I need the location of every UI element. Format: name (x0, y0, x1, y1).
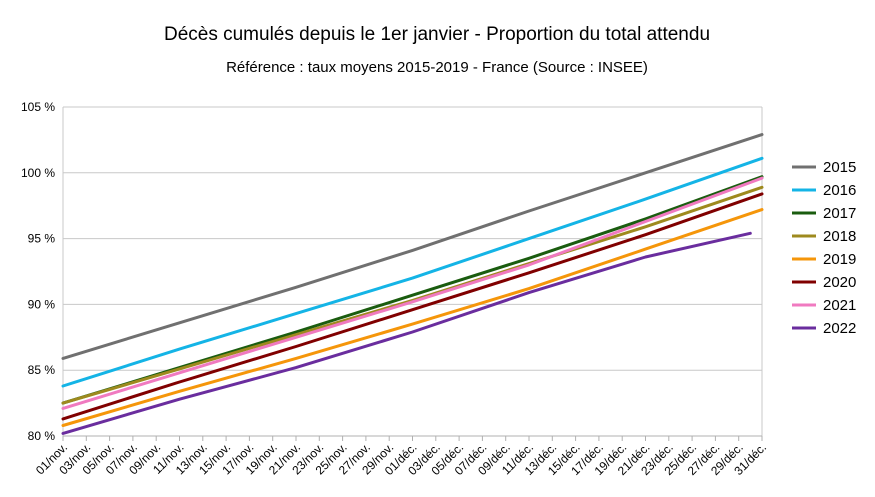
series-line-2021 (61, 176, 764, 410)
legend-label-2022: 2022 (823, 320, 856, 337)
legend-label-2016: 2016 (823, 182, 856, 199)
legend: 2015 2016 2017 2018 2019 2020 2021 2022 (792, 159, 856, 337)
y-tick-label: 95 % (28, 232, 56, 246)
legend-label-2021: 2021 (823, 297, 856, 314)
chart-title: Décès cumulés depuis le 1er janvier - Pr… (164, 24, 710, 45)
series-line-2016 (61, 156, 764, 388)
legend-label-2019: 2019 (823, 251, 856, 268)
y-axis: 80 % 85 % 90 % 95 % 100 % 105 % (21, 100, 55, 443)
y-tick-label: 80 % (28, 429, 56, 443)
plot-series (61, 133, 764, 435)
series-line-2019 (61, 208, 764, 427)
y-tick-label: 85 % (28, 363, 56, 377)
legend-label-2020: 2020 (823, 274, 856, 291)
series-line-2020 (61, 192, 764, 421)
chart-subtitle: Référence : taux moyens 2015-2019 - Fran… (226, 59, 648, 76)
legend-label-2018: 2018 (823, 228, 856, 245)
legend-label-2015: 2015 (823, 159, 856, 176)
y-tick-label: 90 % (28, 297, 56, 311)
series-line-2017 (61, 175, 764, 405)
y-tick-label: 100 % (21, 166, 55, 180)
y-tick-label: 105 % (21, 100, 55, 114)
series-line-2022 (61, 231, 752, 435)
legend-label-2017: 2017 (823, 205, 856, 222)
series-line-2015 (61, 133, 764, 360)
x-axis: 01/nov.03/nov.05/nov.07/nov.09/nov.11/no… (33, 436, 769, 478)
